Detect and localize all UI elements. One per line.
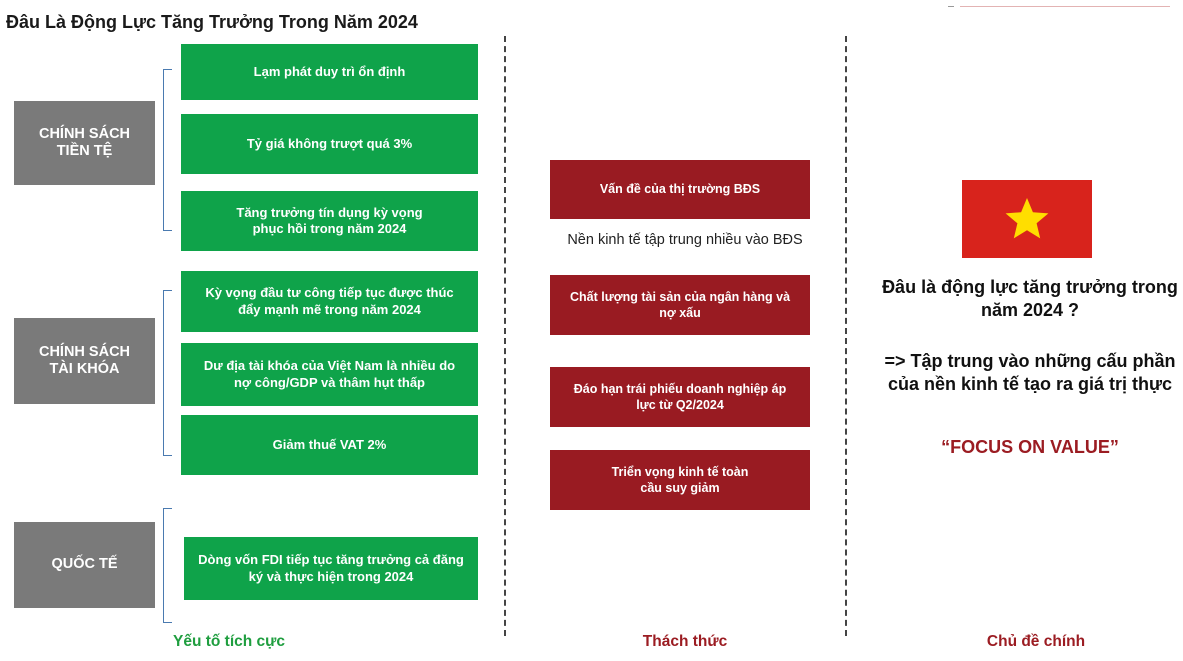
theme-answer: => Tập trung vào những cấu phần của nền … bbox=[884, 351, 1176, 395]
challenge-text: Vấn đề của thị trường BĐS bbox=[599, 182, 761, 197]
footer-positive-label: Yếu tố tích cực bbox=[173, 633, 285, 650]
footer-challenge-label: Thách thức bbox=[642, 633, 728, 650]
bracket-monetary bbox=[163, 69, 172, 231]
positive-factor-text: Tăng trưởng tín dụng kỳ vọng phục hồi tr… bbox=[236, 204, 423, 236]
positive-factor: Giảm thuế VAT 2% bbox=[181, 415, 478, 475]
challenge-text: Triển vọng kinh tế toàn cầu suy giảm bbox=[611, 464, 749, 495]
flag-star-icon bbox=[1005, 198, 1049, 239]
positive-factor-text: Kỳ vọng đầu tư công tiếp tục được thúc đ… bbox=[205, 285, 454, 317]
category-international: QUỐC TẾ bbox=[14, 522, 155, 608]
positive-factor: Dư địa tài khóa của Việt Nam là nhiều do… bbox=[181, 343, 478, 406]
positive-factor: Tỷ giá không trượt quá 3% bbox=[181, 114, 478, 174]
positive-factor-text: Dòng vốn FDI tiếp tục tăng trưởng cả đăn… bbox=[198, 552, 464, 584]
theme-question: Đâu là động lực tăng trưởng trong năm 20… bbox=[882, 277, 1178, 321]
vietnam-flag-icon bbox=[962, 180, 1092, 258]
challenge-item: Đáo hạn trái phiếu doanh nghiệp áp lực t… bbox=[550, 367, 810, 427]
positive-factor: Lạm phát duy trì ổn định bbox=[181, 44, 478, 100]
challenge-text: Đáo hạn trái phiếu doanh nghiệp áp lực t… bbox=[573, 381, 787, 412]
challenge-item: Triển vọng kinh tế toàn cầu suy giảm bbox=[550, 450, 810, 510]
positive-factor: Kỳ vọng đầu tư công tiếp tục được thúc đ… bbox=[181, 271, 478, 332]
column-divider bbox=[845, 36, 847, 636]
category-label: CHÍNH SÁCH TIỀN TỆ bbox=[38, 125, 131, 159]
challenge-item: Chất lượng tài sản của ngân hàng và nợ x… bbox=[550, 275, 810, 335]
footer-theme-label: Chủ đề chính bbox=[986, 633, 1086, 650]
theme-focus: “FOCUS ON VALUE” bbox=[941, 437, 1119, 457]
positive-factor: Tăng trưởng tín dụng kỳ vọng phục hồi tr… bbox=[181, 191, 478, 251]
challenge-text: Chất lượng tài sản của ngân hàng và nợ x… bbox=[569, 289, 791, 320]
positive-factor-text: Giảm thuế VAT 2% bbox=[272, 436, 387, 452]
category-label: CHÍNH SÁCH TÀI KHÓA bbox=[38, 343, 131, 377]
category-fiscal-policy: CHÍNH SÁCH TÀI KHÓA bbox=[14, 318, 155, 404]
bracket-fiscal bbox=[163, 290, 172, 456]
top-decoration bbox=[948, 0, 954, 7]
challenge-note: Nền kinh tế tập trung nhiều vào BĐS bbox=[567, 232, 803, 248]
bracket-international bbox=[163, 508, 172, 623]
positive-factor-text: Lạm phát duy trì ổn định bbox=[253, 63, 406, 79]
positive-factor: Dòng vốn FDI tiếp tục tăng trưởng cả đăn… bbox=[184, 537, 478, 600]
column-divider bbox=[504, 36, 506, 636]
category-monetary-policy: CHÍNH SÁCH TIỀN TỆ bbox=[14, 101, 155, 185]
positive-factor-text: Dư địa tài khóa của Việt Nam là nhiều do… bbox=[203, 358, 456, 390]
page-title: Đâu Là Động Lực Tăng Trưởng Trong Năm 20… bbox=[6, 12, 418, 32]
challenge-item: Vấn đề của thị trường BĐS bbox=[550, 160, 810, 219]
top-decoration-line bbox=[960, 0, 1170, 7]
category-label: QUỐC TẾ bbox=[51, 556, 118, 573]
positive-factor-text: Tỷ giá không trượt quá 3% bbox=[246, 135, 413, 151]
